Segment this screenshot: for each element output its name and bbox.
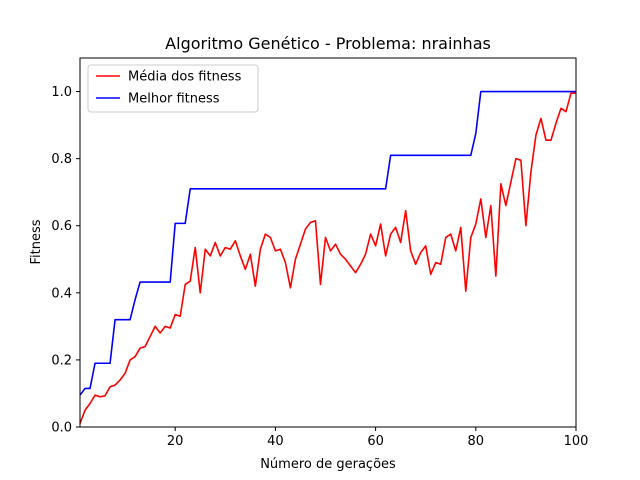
x-tick-label: 40 (267, 434, 284, 449)
y-tick-label: 0.4 (51, 286, 72, 301)
x-tick-label: 80 (468, 434, 485, 449)
y-tick-label: 0.6 (51, 219, 72, 234)
legend: Média dos fitness Melhor fitness (87, 64, 259, 113)
series-group (79, 90, 576, 424)
x-tick-label: 60 (367, 434, 384, 449)
series-line-media-fitness (79, 92, 576, 424)
y-axis-label: Fitness (29, 219, 44, 264)
y-tick-label: 0.0 (51, 421, 72, 436)
axis-ticks: 20 40 60 80 100 0.0 0.2 0.4 0.6 0.8 1.0 (51, 85, 588, 449)
x-tick-label: 20 (167, 434, 184, 449)
y-tick-label: 0.2 (51, 353, 72, 368)
series-line-melhor-fitness (79, 90, 576, 396)
x-tick-label: 100 (564, 434, 589, 449)
x-axis-label: Número de gerações (260, 457, 396, 472)
chart-title: Algoritmo Genético - Problema: nrainhas (165, 34, 491, 53)
legend-entry: Média dos fitness (128, 70, 242, 85)
legend-entry: Melhor fitness (128, 92, 220, 107)
y-tick-label: 0.8 (51, 152, 72, 167)
y-tick-label: 1.0 (51, 85, 72, 100)
plot-frame (79, 57, 577, 428)
legend-box (87, 64, 259, 113)
